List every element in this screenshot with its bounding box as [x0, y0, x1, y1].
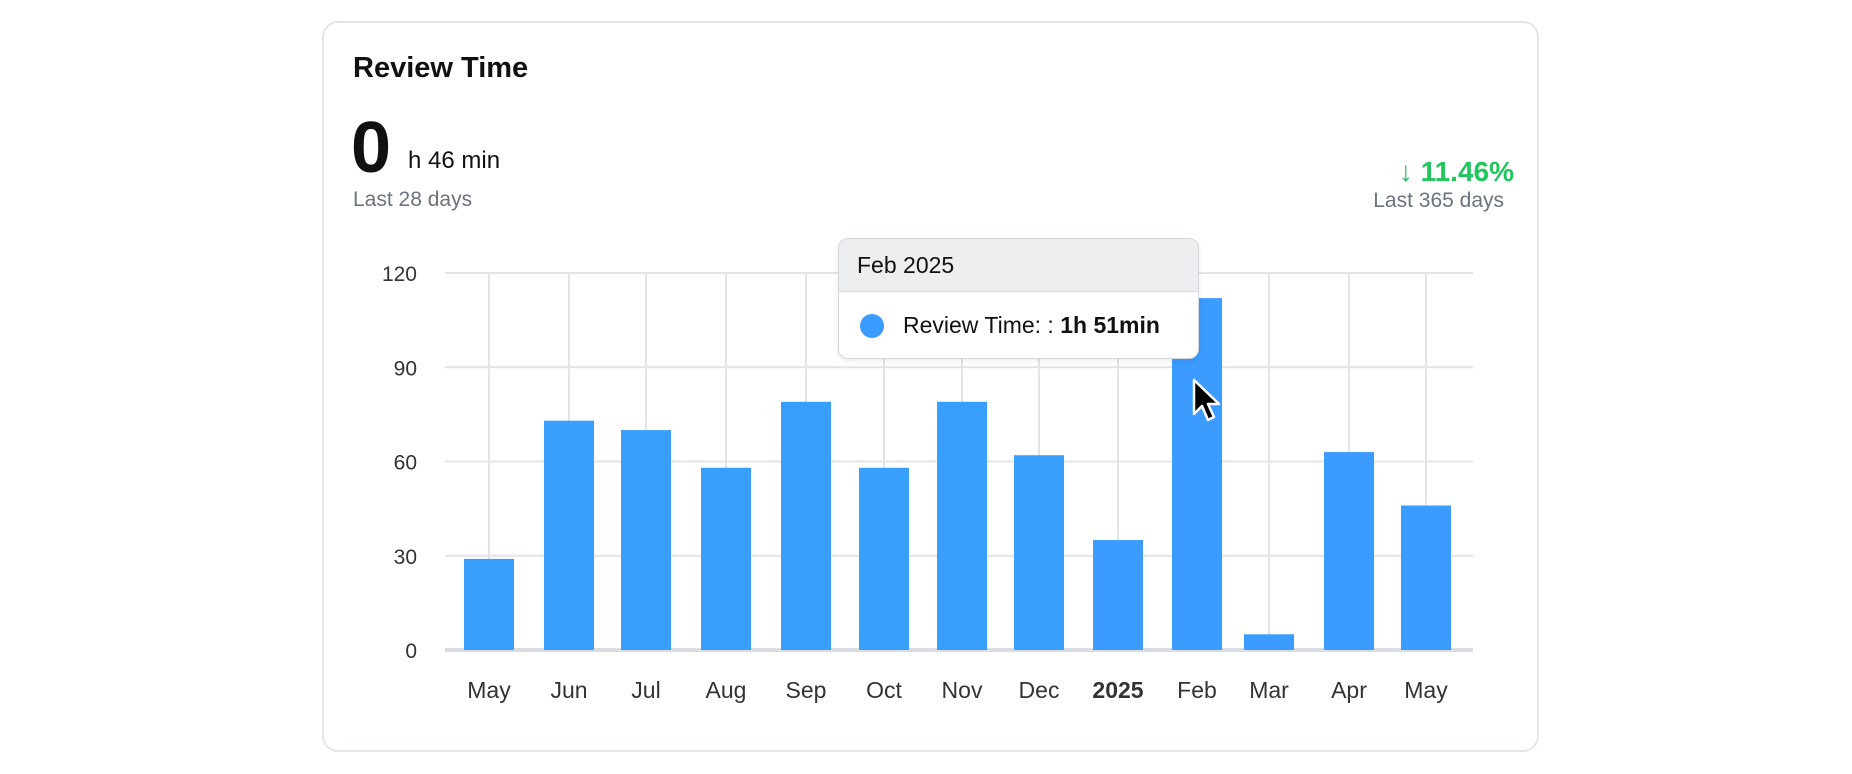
bar-2025[interactable]	[1093, 540, 1143, 650]
card-title: Review Time	[353, 52, 529, 84]
mouse-pointer-icon	[1192, 378, 1221, 422]
x-tick-label: Nov	[942, 677, 983, 703]
bar-mar[interactable]	[1244, 634, 1294, 650]
tooltip-value: 1h 51min	[1060, 312, 1160, 338]
bar-may[interactable]	[464, 558, 514, 650]
x-tick-label: Jul	[631, 677, 660, 703]
x-tick-label: Jun	[550, 677, 587, 703]
bar-aug[interactable]	[701, 467, 751, 650]
x-tick-label: May	[467, 677, 511, 703]
y-tick-label: 0	[405, 640, 417, 663]
x-tick-label: 2025	[1092, 677, 1143, 703]
x-tick-label: Dec	[1019, 677, 1060, 703]
x-tick-label: Aug	[706, 677, 747, 703]
bar-jul[interactable]	[621, 430, 671, 650]
x-tick-label: Feb	[1177, 677, 1217, 703]
y-tick-label: 120	[382, 263, 417, 286]
tooltip-series-label: Review Time: :	[903, 312, 1054, 338]
period-label-365-days: Last 365 days	[1373, 189, 1504, 212]
x-tick-label: Mar	[1249, 677, 1289, 703]
bar-may[interactable]	[1401, 505, 1451, 650]
change-percentage: ↓ 11.46%	[1398, 156, 1514, 187]
x-tick-label: Oct	[866, 677, 902, 703]
review-time-minutes: h 46 min	[408, 147, 501, 174]
bar-apr[interactable]	[1324, 452, 1374, 650]
x-tick-label: Apr	[1331, 677, 1367, 703]
bar-sep[interactable]	[781, 401, 831, 650]
tooltip-series-text: Review Time: : 1h 51min	[903, 312, 1160, 339]
tooltip-header: Feb 2025	[839, 239, 1198, 292]
x-tick-label: Sep	[786, 677, 827, 703]
review-time-hours: 0	[351, 108, 392, 188]
y-tick-label: 30	[394, 546, 417, 569]
x-tick-label: May	[1404, 677, 1448, 703]
bar-oct[interactable]	[859, 467, 909, 650]
period-label-28-days: Last 28 days	[353, 188, 473, 211]
series-dot-icon	[860, 314, 884, 338]
y-tick-label: 60	[394, 452, 417, 475]
chart-tooltip: Feb 2025 Review Time: : 1h 51min	[838, 238, 1199, 359]
bar-nov[interactable]	[937, 401, 987, 650]
y-tick-label: 90	[394, 357, 417, 380]
bar-jun[interactable]	[544, 420, 594, 650]
bar-dec[interactable]	[1014, 455, 1064, 650]
